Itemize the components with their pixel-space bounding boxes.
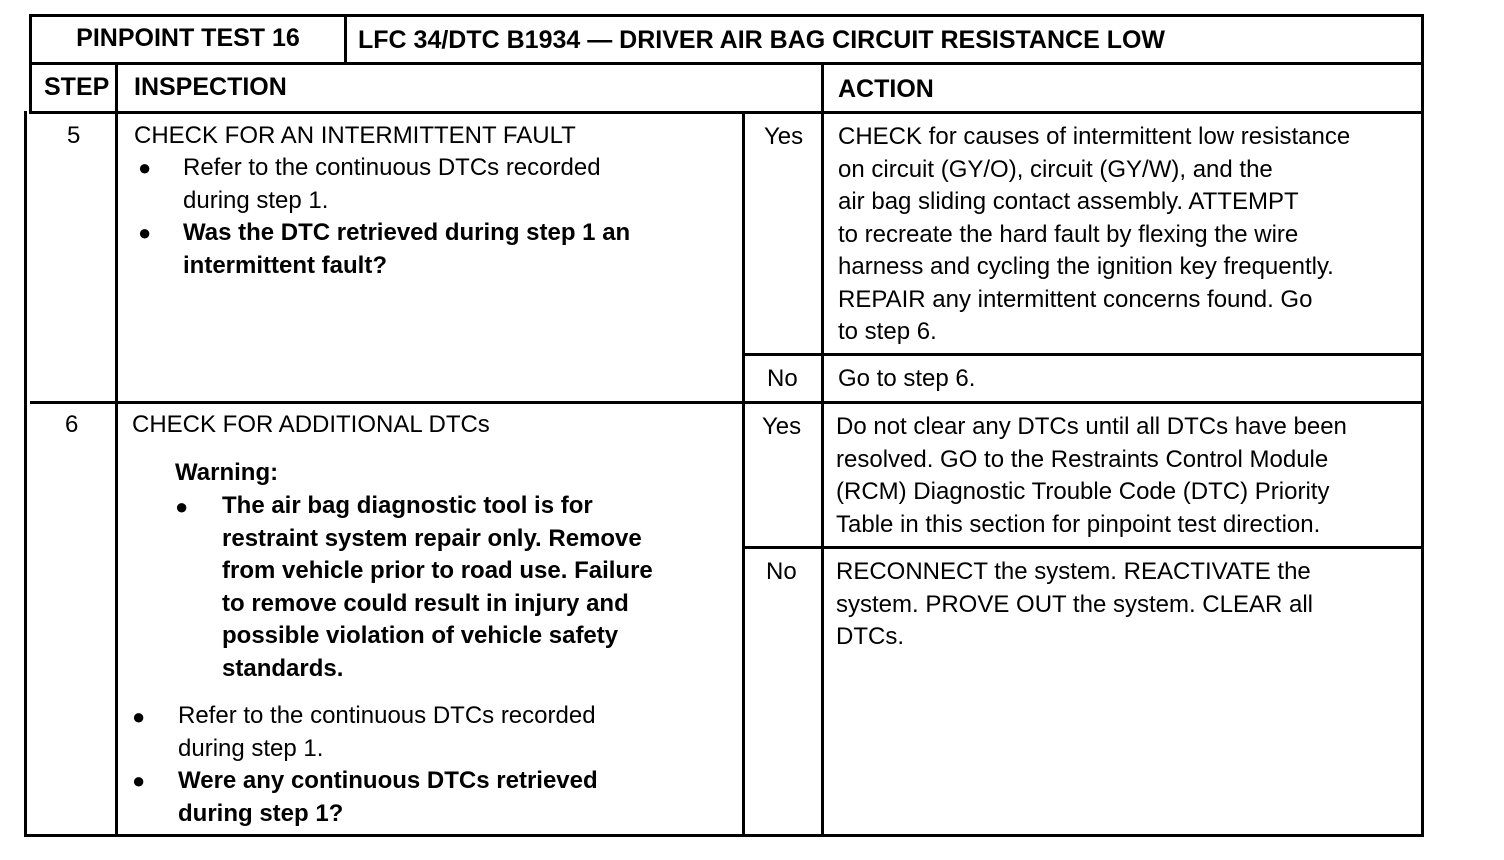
text-line: from vehicle prior to road use. Failure [222,557,653,584]
text-line: Refer to the continuous DTCs recorded [178,702,596,729]
warning-text: The air bag diagnostic tool is for restr… [222,490,653,685]
table-border-top [30,14,1424,17]
step-heading: CHECK FOR AN INTERMITTENT FAULT [134,122,576,149]
text-line: DTCs. [836,623,904,650]
text-line: Refer to the continuous DTCs recorded [183,154,601,181]
column-header-action: ACTION [838,75,934,103]
text-line: The air bag diagnostic tool is for [222,492,593,519]
bullet-icon: ● [175,494,189,519]
text-line: during step 1. [178,734,324,762]
text-line: restraint system repair only. Remove [222,524,642,552]
yes-action: CHECK for causes of intermittent low res… [838,121,1350,349]
no-action: RECONNECT the system. REACTIVATE the sys… [836,556,1313,654]
text-line: Was the DTC retrieved during step 1 an [183,219,631,246]
text-line: to recreate the hard fault by flexing th… [838,220,1299,248]
text-line: air bag sliding contact assembly. ATTEMP… [838,188,1299,215]
column-header-inspection: INSPECTION [134,73,287,101]
text-line: possible violation of vehicle safety [222,622,619,649]
yes-label: Yes [764,123,804,150]
text-line: Table in this section for pinpoint test … [836,510,1321,538]
test-label: PINPOINT TEST 16 [76,24,300,52]
action-column-divider [821,62,824,837]
inspection-bullet: Refer to the continuous DTCs recorded du… [178,700,596,765]
text-line: (RCM) Diagnostic Trouble Code (DTC) Prio… [836,478,1330,505]
inspection-bullet: Refer to the continuous DTCs recorded du… [183,152,601,217]
text-line: during step 1. [183,186,329,214]
text-line: CHECK for causes of intermittent low res… [838,123,1351,150]
table-border-left [24,111,27,837]
header-divider [344,14,347,64]
inspection-question: Were any continuous DTCs retrieved durin… [178,765,598,830]
text-line: Were any continuous DTCs retrieved [178,767,598,794]
text-line: harness and cycling the ignition key fre… [838,253,1334,280]
table-border-left [29,14,32,114]
row-divider [30,62,1424,65]
row-divider [30,111,1424,114]
yes-no-column-divider [742,111,745,837]
text-line: Do not clear any DTCs until all DTCs hav… [836,413,1347,440]
text-line: RECONNECT the system. REACTIVATE the [836,558,1311,585]
table-border-right [1421,14,1424,837]
text-line: standards. [222,654,344,682]
text-line: REPAIR any intermittent concerns found. … [838,285,1313,313]
text-line: on circuit (GY/O), circuit (GY/W), and t… [838,155,1273,183]
text-line: to step 6. [838,318,937,345]
text-line: resolved. GO to the Restraints Control M… [836,445,1329,473]
yes-label: Yes [762,413,802,440]
no-action: Go to step 6. [838,365,976,392]
step-number: 6 [65,411,79,438]
column-header-step: STEP [44,73,110,101]
inspection-question: Was the DTC retrieved during step 1 an i… [183,217,630,282]
row-divider [30,401,1424,404]
yes-action: Do not clear any DTCs until all DTCs hav… [836,411,1347,541]
no-label: No [766,558,797,585]
step-heading: CHECK FOR ADDITIONAL DTCs [132,411,490,438]
text-line: system. PROVE OUT the system. CLEAR all [836,590,1314,618]
row-divider [744,546,1424,549]
table-border-bottom [24,834,1422,837]
bullet-icon: ● [132,768,146,793]
no-label: No [767,365,798,392]
row-divider [744,353,1424,356]
test-title: LFC 34/DTC B1934 — DRIVER AIR BAG CIRCUI… [358,26,1166,54]
text-line: to remove could result in injury and [222,589,629,617]
step-column-divider [115,62,118,837]
bullet-icon: ● [138,220,152,245]
step-number: 5 [67,122,81,149]
bullet-icon: ● [138,155,152,180]
warning-label: Warning: [175,459,279,486]
bullet-icon: ● [132,704,146,729]
text-line: intermittent fault? [183,251,387,279]
text-line: during step 1? [178,799,344,827]
